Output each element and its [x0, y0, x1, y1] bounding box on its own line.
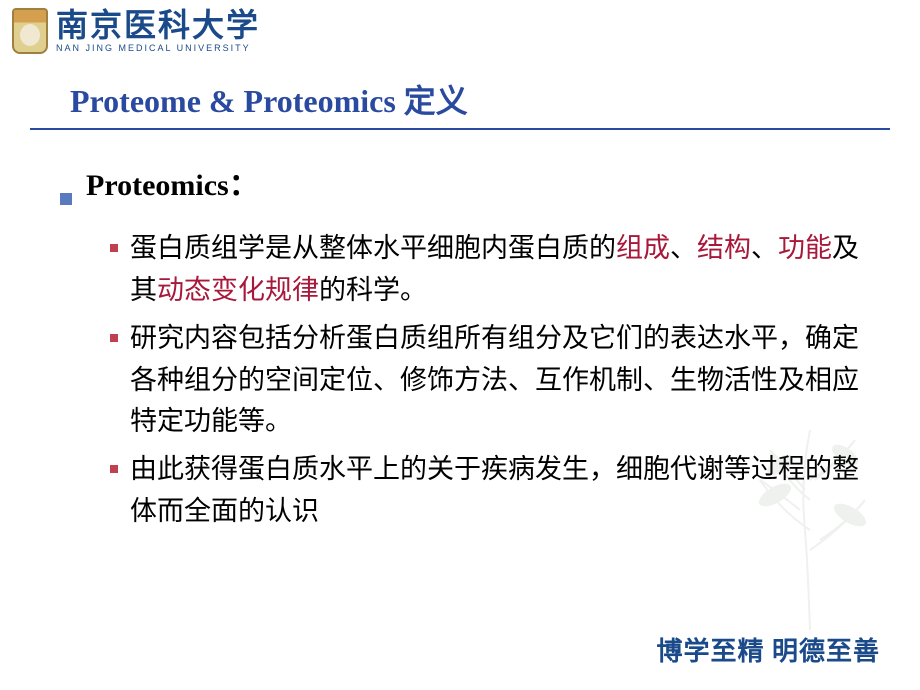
bullet-small-icon [110, 465, 118, 473]
bullet-small-icon [110, 334, 118, 342]
main-heading: Proteomics： [86, 160, 259, 204]
slide-content: Proteomics： 蛋白质组学是从整体水平细胞内蛋白质的组成、结构、功能及其… [0, 130, 920, 533]
slide-title: Proteome & Proteomics 定义 [30, 58, 890, 130]
sub-item-text: 蛋白质组学是从整体水平细胞内蛋白质的组成、结构、功能及其动态变化规律的科学。 [130, 228, 860, 312]
sub-item-text: 由此获得蛋白质水平上的关于疾病发生，细胞代谢等过程的整体而全面的认识 [130, 449, 860, 533]
bullet-small-icon [110, 244, 118, 252]
sub-item: 由此获得蛋白质水平上的关于疾病发生，细胞代谢等过程的整体而全面的认识 [110, 449, 860, 533]
main-heading-row: Proteomics： [60, 160, 860, 204]
university-logo [12, 8, 48, 54]
university-name-en: NAN JING MEDICAL UNIVERSITY [56, 43, 260, 53]
sub-item: 蛋白质组学是从整体水平细胞内蛋白质的组成、结构、功能及其动态变化规律的科学。 [110, 228, 860, 312]
bullet-large-icon [60, 193, 72, 205]
sub-list: 蛋白质组学是从整体水平细胞内蛋白质的组成、结构、功能及其动态变化规律的科学。研究… [60, 228, 860, 533]
sub-item-text: 研究内容包括分析蛋白质组所有组分及它们的表达水平，确定各种组分的空间定位、修饰方… [130, 318, 860, 444]
university-name-block: 南京医科大学 NAN JING MEDICAL UNIVERSITY [56, 9, 260, 53]
header: 南京医科大学 NAN JING MEDICAL UNIVERSITY [0, 0, 920, 58]
footer-motto: 博学至精 明德至善 [656, 631, 880, 668]
sub-item: 研究内容包括分析蛋白质组所有组分及它们的表达水平，确定各种组分的空间定位、修饰方… [110, 318, 860, 444]
university-name-cn: 南京医科大学 [56, 9, 260, 41]
